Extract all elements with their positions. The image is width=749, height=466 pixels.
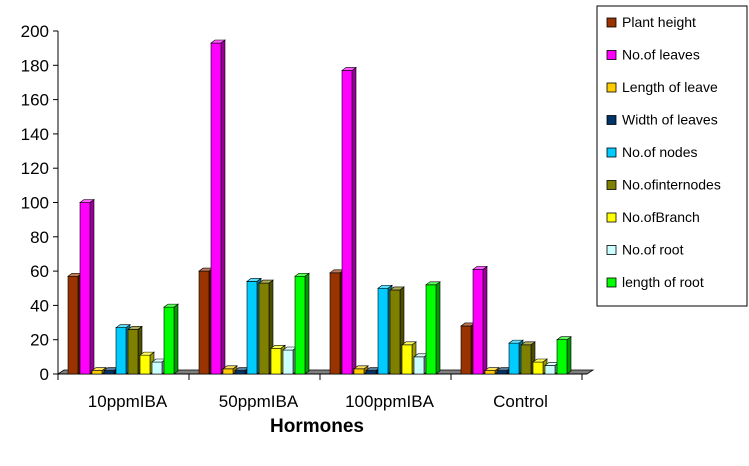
legend-box bbox=[596, 5, 748, 307]
legend: Plant height No.of leaves Length of leave W… bbox=[596, 5, 748, 307]
legend-swatch bbox=[606, 50, 617, 60]
legend-swatch bbox=[606, 245, 617, 255]
y-tick-label: 80 bbox=[30, 228, 49, 247]
y-tick-label: 40 bbox=[30, 296, 49, 315]
legend-label: length of root bbox=[622, 274, 704, 290]
x-tick-label: 50ppmIBA bbox=[219, 392, 299, 411]
x-tick-label: 10ppmIBA bbox=[88, 392, 168, 411]
bar bbox=[556, 336, 572, 375]
legend-label: No.of leaves bbox=[622, 47, 700, 63]
bar bbox=[210, 39, 226, 375]
legend-label: Width of leaves bbox=[622, 112, 718, 128]
legend-label: Length of leave bbox=[622, 79, 718, 95]
legend-swatch bbox=[606, 180, 617, 190]
bar bbox=[294, 272, 310, 375]
bar bbox=[472, 265, 488, 375]
y-tick-label: 0 bbox=[40, 365, 49, 384]
bars bbox=[67, 39, 572, 375]
axes: 0 20 40 60 80 100 120 140 160 180 200 10ppmIBA 50ppm… bbox=[21, 22, 587, 411]
bar bbox=[425, 281, 441, 375]
bar bbox=[79, 198, 95, 375]
legend-swatch bbox=[606, 277, 617, 288]
axis-labels: Hormones bbox=[270, 416, 364, 437]
legend-swatch bbox=[606, 212, 617, 223]
x-axis-title: Hormones bbox=[270, 416, 364, 437]
y-tick-label: 180 bbox=[21, 56, 49, 75]
bar bbox=[163, 303, 179, 375]
legend-label: No.ofBranch bbox=[622, 209, 700, 225]
x-tick-label: Control bbox=[493, 392, 548, 411]
y-tick-label: 20 bbox=[30, 331, 49, 350]
legend-swatch bbox=[606, 147, 617, 158]
legend-label: No.ofinternodes bbox=[622, 177, 721, 193]
y-tick-label: 60 bbox=[30, 262, 49, 281]
y-tick-label: 100 bbox=[21, 194, 49, 213]
y-tick-label: 120 bbox=[21, 159, 49, 178]
legend-label: Plant height bbox=[622, 14, 696, 30]
y-tick-label: 140 bbox=[21, 125, 49, 144]
x-tick-label: 100ppmIBA bbox=[345, 392, 434, 411]
y-tick-label: 200 bbox=[21, 22, 49, 41]
legend-swatch bbox=[606, 17, 617, 28]
bar bbox=[341, 66, 357, 375]
legend-label: No.of root bbox=[622, 242, 684, 258]
legend-swatch bbox=[606, 82, 617, 93]
legend-swatch bbox=[606, 115, 617, 125]
y-tick-label: 160 bbox=[21, 91, 49, 110]
legend-label: No.of nodes bbox=[622, 144, 698, 160]
